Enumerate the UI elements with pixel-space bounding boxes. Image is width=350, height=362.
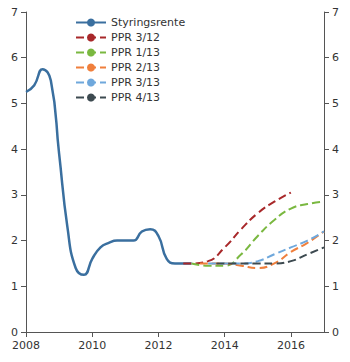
svg-text:7: 7 — [11, 6, 18, 19]
svg-text:1: 1 — [11, 280, 18, 293]
svg-text:1: 1 — [332, 280, 339, 293]
svg-text:4: 4 — [332, 143, 339, 156]
svg-text:PPR 3/13: PPR 3/13 — [111, 76, 160, 89]
svg-text:6: 6 — [11, 51, 18, 64]
svg-text:0: 0 — [332, 326, 339, 339]
svg-text:3: 3 — [332, 188, 339, 201]
svg-text:2008: 2008 — [12, 339, 40, 352]
svg-text:5: 5 — [332, 97, 339, 110]
svg-text:2014: 2014 — [211, 339, 239, 352]
svg-text:2016: 2016 — [277, 339, 305, 352]
svg-text:2010: 2010 — [78, 339, 106, 352]
svg-text:0: 0 — [11, 326, 18, 339]
svg-text:6: 6 — [332, 51, 339, 64]
svg-text:4: 4 — [11, 143, 18, 156]
svg-text:7: 7 — [332, 6, 339, 19]
svg-text:Styringsrente: Styringsrente — [111, 16, 185, 29]
svg-text:3: 3 — [11, 188, 18, 201]
svg-text:2: 2 — [11, 234, 18, 247]
svg-text:PPR 3/12: PPR 3/12 — [111, 31, 160, 44]
svg-text:2012: 2012 — [144, 339, 172, 352]
svg-text:2: 2 — [332, 234, 339, 247]
svg-text:PPR 4/13: PPR 4/13 — [111, 91, 160, 104]
svg-text:PPR 2/13: PPR 2/13 — [111, 61, 160, 74]
svg-text:5: 5 — [11, 97, 18, 110]
svg-text:PPR 1/13: PPR 1/13 — [111, 46, 160, 59]
